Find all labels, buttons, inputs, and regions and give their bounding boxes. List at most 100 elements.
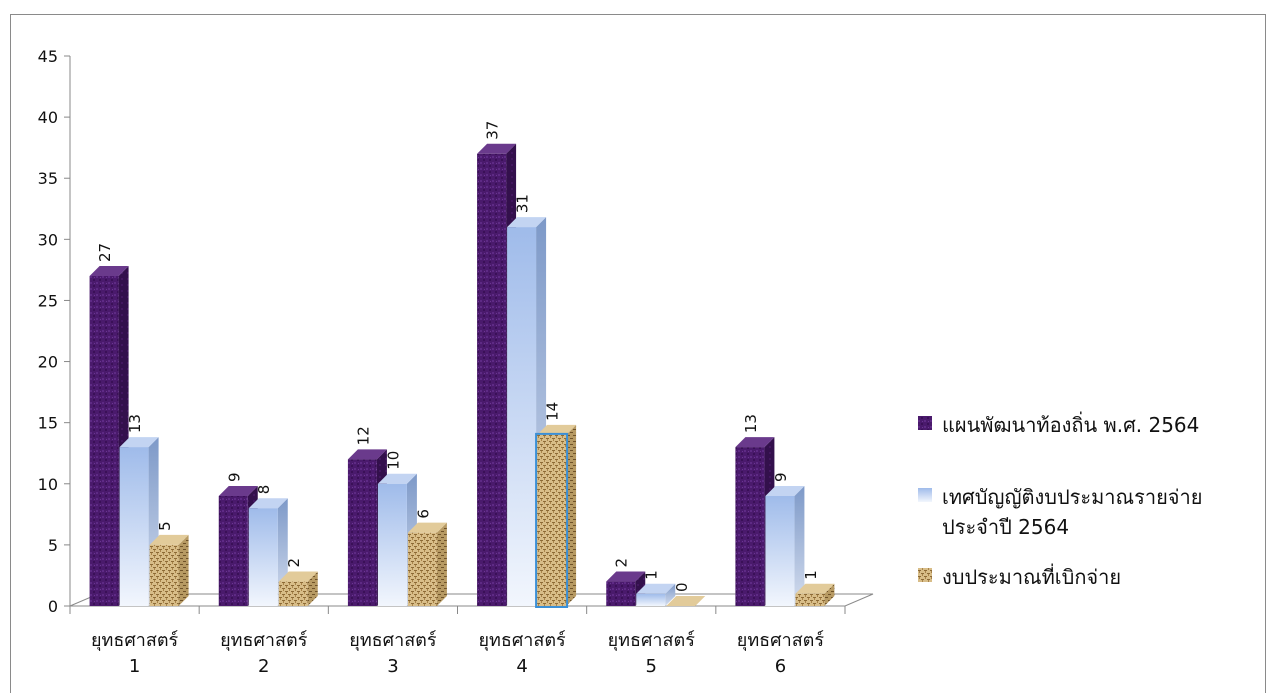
- bar-top: [218, 486, 258, 496]
- bar-front: [735, 447, 765, 606]
- y-tick-label: 25: [38, 291, 58, 310]
- bar: [735, 437, 775, 606]
- bar-top: [795, 583, 835, 594]
- bar-side: [178, 534, 189, 606]
- bar: [149, 534, 189, 606]
- data-label: 9: [772, 472, 790, 482]
- x-category-label: 1: [129, 656, 140, 677]
- legend-entry: ประจำปี 2564: [942, 515, 1069, 539]
- bar-front: [347, 459, 377, 606]
- bar-front: [248, 508, 278, 606]
- bar-side: [566, 424, 577, 606]
- y-tick-label: 40: [38, 108, 58, 127]
- bar-front: [407, 532, 437, 606]
- x-category-label: 3: [387, 656, 398, 677]
- data-label: 9: [225, 472, 243, 482]
- x-category-label: ยุทธศาสตร์: [737, 630, 825, 651]
- bar: [278, 571, 318, 606]
- x-category-label: ยุทธศาสตร์: [608, 630, 696, 651]
- bar-front: [218, 496, 248, 606]
- bar: [765, 486, 805, 606]
- bar-side: [794, 486, 805, 606]
- y-tick-label: 0: [48, 597, 58, 616]
- bar-front: [149, 544, 179, 606]
- bars: [89, 143, 835, 606]
- bar-side: [824, 583, 835, 606]
- y-tick-label: 15: [38, 414, 58, 433]
- data-label: 2: [285, 558, 303, 568]
- data-label: 37: [484, 121, 502, 140]
- selected-bar-outline: [535, 432, 569, 608]
- bar-front: [537, 434, 567, 606]
- data-label: 14: [544, 402, 562, 421]
- data-label: 2: [613, 558, 631, 568]
- legend: แผนพัฒนาท้องถิ่น พ.ศ. 2564 เทศบัญญัติงบปร…: [918, 411, 1202, 589]
- bar-front: [89, 276, 119, 606]
- data-label: 6: [414, 509, 432, 519]
- data-label: 13: [742, 414, 760, 433]
- bar: [537, 424, 577, 606]
- bar-top: [537, 424, 577, 435]
- x-category-label: ยุทธศาสตร์: [349, 630, 437, 651]
- y-tick-label: 5: [48, 536, 58, 555]
- bar-top: [507, 217, 547, 228]
- data-label: 31: [514, 194, 532, 213]
- x-category-label: ยุทธศาสตร์: [220, 630, 308, 651]
- x-category-label: ยุทธศาสตร์: [478, 630, 566, 651]
- data-label: 1: [802, 570, 820, 580]
- data-label: 8: [255, 485, 273, 495]
- bar-front: [119, 447, 149, 606]
- data-label: 27: [96, 243, 114, 262]
- bar-front: [477, 153, 507, 606]
- x-category-label: ยุทธศาสตร์: [91, 630, 179, 651]
- data-label: 1: [643, 570, 661, 580]
- bar-top: [278, 571, 318, 582]
- bar: [407, 522, 447, 606]
- data-label: 5: [156, 521, 174, 531]
- bar-top: [377, 473, 417, 484]
- bar-front: [795, 593, 825, 606]
- bar-top: [248, 498, 288, 509]
- data-label: 10: [384, 451, 402, 470]
- bar-side: [665, 583, 676, 606]
- bar-front: [765, 496, 795, 606]
- data-label: 13: [126, 414, 144, 433]
- chart-frame: [10, 14, 1266, 693]
- bar-top: [89, 266, 129, 276]
- legend-swatch: [918, 488, 932, 502]
- bar-top: [765, 486, 805, 496]
- bar-top: [606, 571, 646, 582]
- legend-entry: เทศบัญญัติงบประมาณรายจ่าย: [942, 485, 1202, 509]
- bar-top: [666, 596, 706, 606]
- y-tick-label: 45: [38, 47, 58, 66]
- legend-swatch: [918, 416, 932, 430]
- data-label: 12: [354, 426, 372, 445]
- bar-side: [436, 522, 447, 606]
- bar: [795, 583, 835, 606]
- bar-top: [149, 534, 189, 545]
- bar-top: [735, 437, 775, 448]
- bar-front: [636, 593, 666, 606]
- bar: [248, 498, 288, 606]
- bar-top: [477, 143, 517, 154]
- bar-top: [407, 522, 447, 533]
- legend-swatch: [918, 568, 932, 582]
- x-category-label: 6: [775, 656, 786, 677]
- legend-entry: แผนพัฒนาท้องถิ่น พ.ศ. 2564: [942, 411, 1199, 437]
- legend-entry: งบประมาณที่เบิกจ่าย: [942, 563, 1121, 589]
- bar: [636, 583, 676, 606]
- bar-top: [119, 437, 159, 448]
- x-category-label: 2: [258, 656, 269, 677]
- bar-top: [636, 583, 676, 594]
- y-tick-label: 30: [38, 230, 58, 249]
- bar-side: [307, 571, 318, 606]
- x-category-label: 4: [516, 656, 527, 677]
- y-tick-label: 10: [38, 475, 58, 494]
- data-label: 0: [673, 582, 691, 592]
- bar: [666, 596, 706, 606]
- bar-front: [377, 483, 407, 606]
- y-tick-label: 20: [38, 353, 58, 372]
- bar-front: [606, 581, 636, 606]
